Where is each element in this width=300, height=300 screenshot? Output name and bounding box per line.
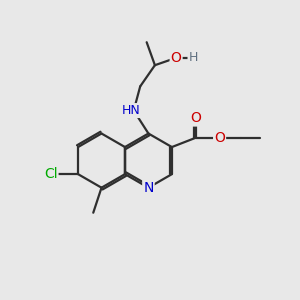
Text: HN: HN bbox=[122, 104, 140, 117]
Text: O: O bbox=[190, 112, 202, 125]
Text: O: O bbox=[214, 130, 225, 145]
Text: N: N bbox=[143, 181, 154, 195]
Text: H: H bbox=[188, 51, 198, 64]
Text: O: O bbox=[171, 51, 182, 65]
Text: Cl: Cl bbox=[44, 167, 58, 181]
